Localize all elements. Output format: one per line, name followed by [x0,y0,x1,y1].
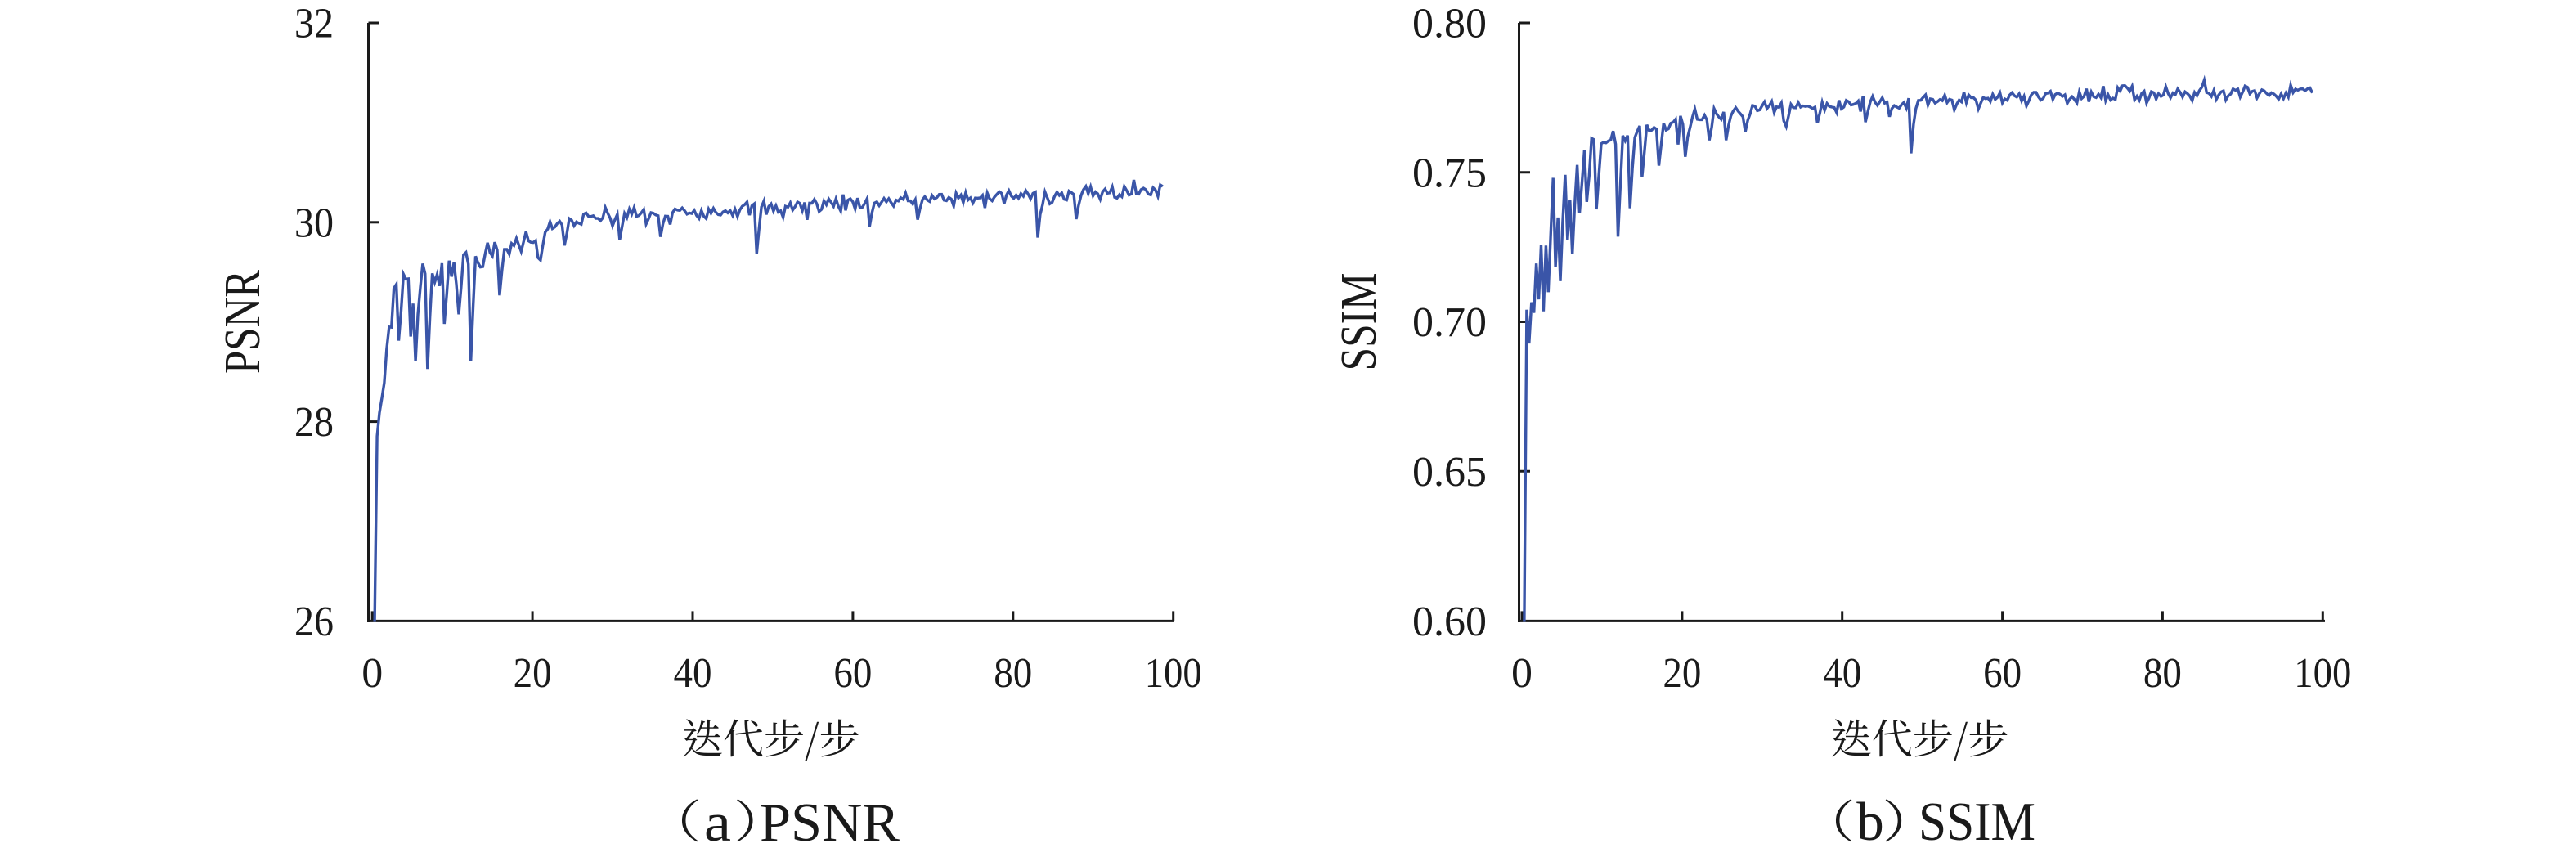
svg-text:40: 40 [674,650,712,697]
svg-text:80: 80 [994,650,1032,697]
svg-text:32: 32 [294,1,334,47]
svg-text:30: 30 [294,200,334,246]
svg-text:b: b [1856,792,1884,852]
svg-text:26: 26 [294,599,334,645]
svg-text:40: 40 [1823,650,1861,697]
svg-text:PSNR: PSNR [215,269,271,374]
svg-text:20: 20 [1663,650,1701,697]
svg-text:SSIM: SSIM [1331,273,1387,371]
svg-text:0: 0 [1511,650,1533,697]
svg-text:SSIM: SSIM [1919,792,2035,852]
svg-text:0: 0 [361,650,383,697]
svg-text:28: 28 [294,399,334,446]
svg-text:PSNR: PSNR [760,792,900,853]
svg-text:60: 60 [1983,650,2022,697]
svg-text:0.70: 0.70 [1412,299,1487,346]
svg-text:80: 80 [2143,650,2182,697]
svg-text:100: 100 [2294,650,2351,697]
svg-text:0.80: 0.80 [1412,1,1487,47]
svg-text:20: 20 [514,650,552,697]
svg-text:0.75: 0.75 [1412,150,1487,196]
svg-text:0.60: 0.60 [1412,599,1487,645]
svg-text:0.65: 0.65 [1412,449,1487,496]
svg-text:60: 60 [833,650,872,697]
svg-text:100: 100 [1145,650,1202,697]
svg-text:a: a [704,792,731,853]
